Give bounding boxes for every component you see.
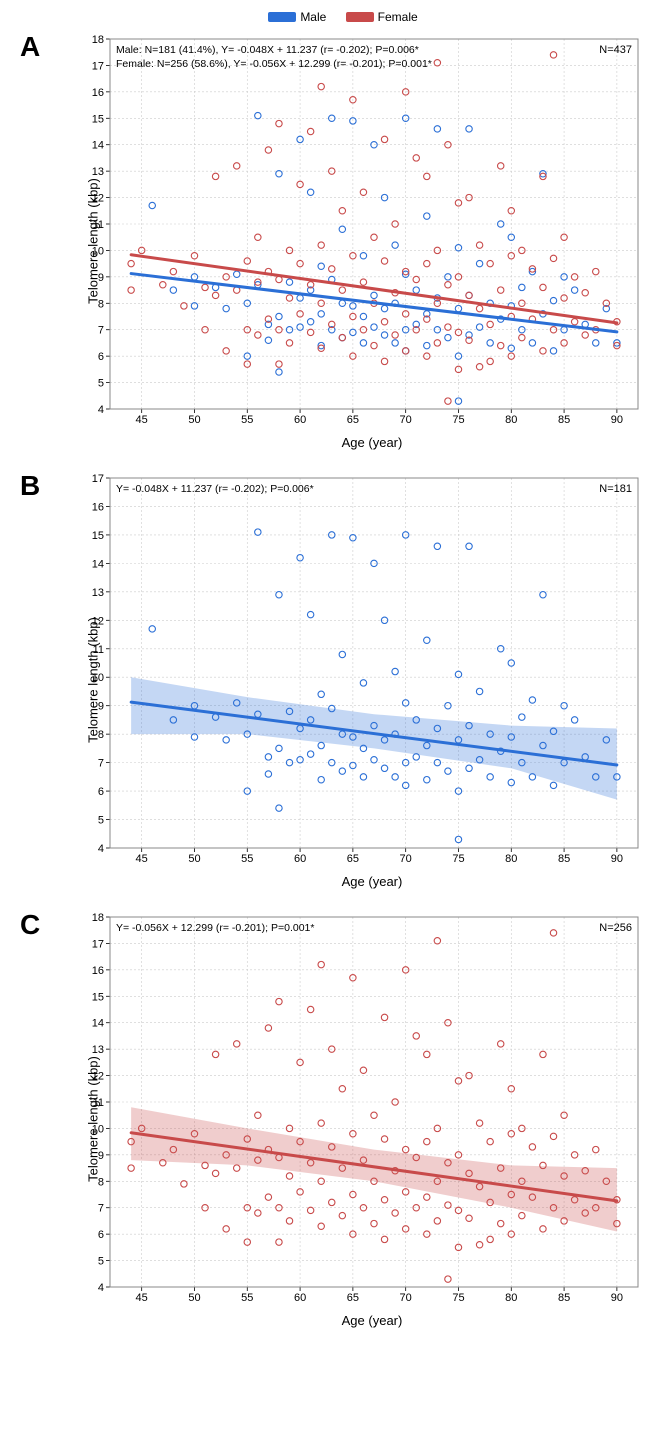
svg-text:80: 80 [505,414,517,426]
svg-text:N=181: N=181 [599,483,632,495]
panel-a-chart: 4550556065707580859045678910111213141516… [78,31,648,431]
svg-text:55: 55 [241,1292,253,1304]
panel-c-xlabel: Age (year) [78,1313,666,1328]
svg-text:7: 7 [98,758,104,770]
legend-male-label: Male [300,10,326,24]
svg-text:4: 4 [98,843,104,855]
svg-text:60: 60 [294,1292,306,1304]
svg-text:15: 15 [92,991,104,1003]
svg-text:Male: N=181 (41.4%), Y= -0.048: Male: N=181 (41.4%), Y= -0.048X + 11.237… [116,44,419,56]
legend-female: Female [346,10,418,24]
svg-text:65: 65 [347,853,359,865]
svg-text:6: 6 [98,1229,104,1241]
svg-text:16: 16 [92,501,104,513]
svg-text:13: 13 [92,1044,104,1056]
svg-text:7: 7 [98,1203,104,1215]
panel-a: A Telomere length (kbp) 4550556065707580… [20,31,666,450]
panel-b-chart: 4550556065707580859045678910111213141516… [78,470,648,870]
svg-text:16: 16 [92,965,104,977]
svg-text:14: 14 [92,1018,104,1030]
svg-text:Y= -0.056X + 12.299 (r= -0.201: Y= -0.056X + 12.299 (r= -0.201); P=0.001… [116,922,314,934]
panel-c-letter: C [20,909,40,941]
svg-text:18: 18 [92,912,104,924]
svg-text:Female: N=256 (58.6%), Y= -0.0: Female: N=256 (58.6%), Y= -0.056X + 12.2… [116,58,432,70]
svg-text:50: 50 [188,414,200,426]
svg-text:15: 15 [92,113,104,125]
svg-text:65: 65 [347,1292,359,1304]
svg-text:7: 7 [98,325,104,337]
svg-text:17: 17 [92,938,104,950]
panel-a-letter: A [20,31,40,63]
panel-b-xlabel: Age (year) [78,874,666,889]
panel-c-ylabel: Telomere length (kbp) [85,1056,100,1182]
svg-text:50: 50 [188,1292,200,1304]
svg-text:6: 6 [98,351,104,363]
svg-text:45: 45 [136,1292,148,1304]
svg-text:65: 65 [347,414,359,426]
svg-text:17: 17 [92,60,104,72]
legend: Male Female [20,10,666,25]
svg-text:80: 80 [505,853,517,865]
svg-text:5: 5 [98,1256,104,1268]
svg-text:4: 4 [98,1282,104,1294]
svg-text:70: 70 [400,414,412,426]
panel-c: C Telomere length (kbp) 4550556065707580… [20,909,666,1328]
panel-a-xlabel: Age (year) [78,435,666,450]
legend-male: Male [268,10,326,24]
panel-c-chart: 4550556065707580859045678910111213141516… [78,909,648,1309]
svg-text:17: 17 [92,473,104,485]
svg-text:90: 90 [611,853,623,865]
panel-b: B Telomere length (kbp) 4550556065707580… [20,470,666,889]
svg-text:55: 55 [241,853,253,865]
svg-text:70: 70 [400,853,412,865]
svg-text:85: 85 [558,414,570,426]
svg-text:60: 60 [294,853,306,865]
svg-text:75: 75 [452,1292,464,1304]
svg-text:80: 80 [505,1292,517,1304]
svg-text:4: 4 [98,404,104,416]
svg-text:85: 85 [558,1292,570,1304]
svg-text:85: 85 [558,853,570,865]
svg-text:13: 13 [92,587,104,599]
svg-text:45: 45 [136,414,148,426]
svg-text:18: 18 [92,34,104,46]
svg-text:16: 16 [92,87,104,99]
panel-b-letter: B [20,470,40,502]
svg-text:55: 55 [241,414,253,426]
svg-text:50: 50 [188,853,200,865]
svg-text:Y= -0.048X + 11.237 (r= -0.202: Y= -0.048X + 11.237 (r= -0.202); P=0.006… [116,483,314,495]
svg-text:5: 5 [98,378,104,390]
svg-text:N=437: N=437 [599,44,632,56]
panel-b-ylabel: Telomere length (kbp) [85,617,100,743]
legend-female-label: Female [378,10,418,24]
svg-text:6: 6 [98,786,104,798]
panel-a-ylabel: Telomere length (kbp) [85,178,100,304]
svg-text:75: 75 [452,853,464,865]
svg-text:N=256: N=256 [599,922,632,934]
svg-text:45: 45 [136,853,148,865]
svg-text:13: 13 [92,166,104,178]
svg-text:90: 90 [611,1292,623,1304]
svg-text:60: 60 [294,414,306,426]
svg-text:14: 14 [92,140,104,152]
svg-text:14: 14 [92,558,104,570]
svg-text:75: 75 [452,414,464,426]
legend-male-swatch [268,12,296,22]
figure: Male Female A Telomere length (kbp) 4550… [20,10,666,1328]
svg-text:90: 90 [611,414,623,426]
svg-text:15: 15 [92,530,104,542]
legend-female-swatch [346,12,374,22]
svg-text:70: 70 [400,1292,412,1304]
svg-text:5: 5 [98,815,104,827]
